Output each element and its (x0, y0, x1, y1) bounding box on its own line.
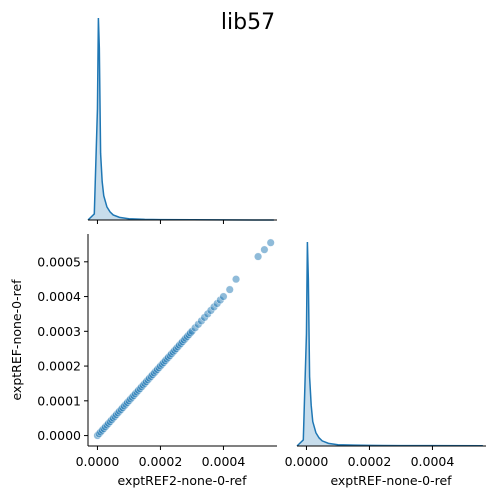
y-tick-label: 0.0001 (37, 393, 81, 408)
scatter-x-ticks: 0.0000 0.0002 0.0004 (76, 446, 246, 469)
kde-panel-top (87, 17, 277, 224)
scatter-point (232, 275, 241, 284)
x-tick-label: 0.0004 (411, 454, 455, 469)
scatter-points (93, 238, 275, 440)
y-tick-label: 0.0003 (37, 324, 81, 339)
scatter-point (254, 252, 263, 261)
y-tick-label: 0.0000 (37, 428, 81, 443)
y-tick-label: 0.0002 (37, 359, 81, 374)
x-tick-label: 0.0002 (348, 454, 392, 469)
x-tick-label: 0.0000 (285, 454, 329, 469)
scatter-point (266, 238, 275, 247)
x-tick-label: 0.0002 (139, 454, 183, 469)
scatter-point (225, 285, 234, 294)
x-tick-label: 0.0000 (76, 454, 120, 469)
y-tick-label: 0.0005 (37, 254, 81, 269)
kde-panel-bottom: 0.0000 0.0002 0.0004 exptREF-none-0-ref (285, 241, 486, 488)
scatter-x-axis-label: exptREF2-none-0-ref (117, 473, 247, 488)
kde-bottom-line (296, 241, 483, 447)
scatter-point (219, 292, 228, 301)
scatter-y-axis-label: exptREF-none-0-ref (9, 279, 24, 401)
x-tick-label: 0.0004 (202, 454, 246, 469)
kde-bottom-x-axis-label: exptREF-none-0-ref (330, 473, 452, 488)
kde-bottom-x-ticks: 0.0000 0.0002 0.0004 (285, 446, 455, 469)
scatter-y-ticks: 0.0000 0.0001 0.0002 0.0003 0.0004 0.0005 (37, 254, 88, 443)
scatter-panel: 0.0000 0.0001 0.0002 0.0003 0.0004 0.0005 0.0… (9, 234, 277, 488)
y-tick-label: 0.0004 (37, 289, 81, 304)
scatter-point (260, 245, 269, 254)
chart-title: lib57 (221, 10, 275, 35)
